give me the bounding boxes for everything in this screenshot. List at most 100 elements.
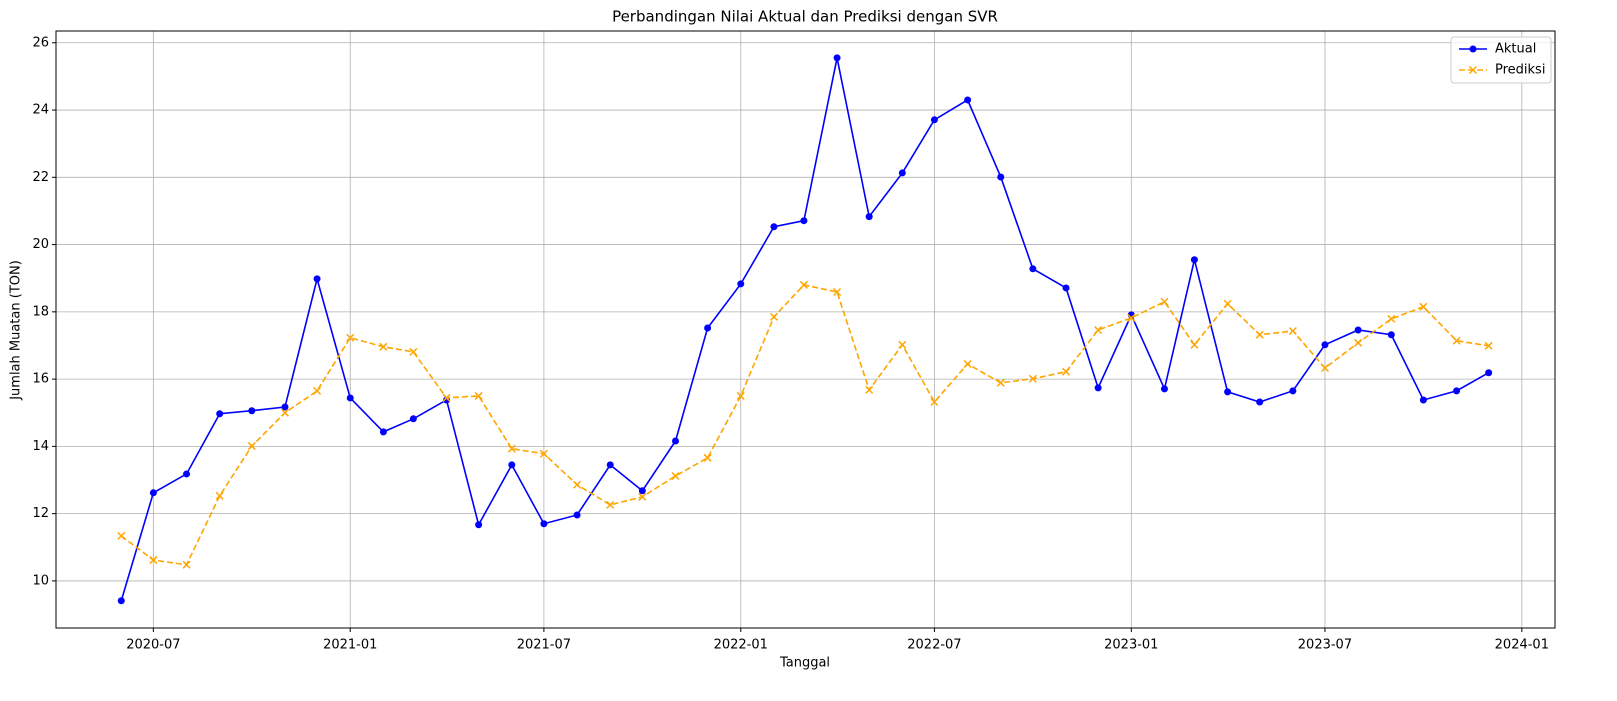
x-tick-label: 2022-01 — [714, 638, 768, 653]
data-point — [247, 442, 256, 451]
data-point — [215, 491, 224, 500]
data-point — [606, 461, 614, 469]
data-point — [736, 391, 745, 400]
data-point — [833, 54, 841, 62]
data-point — [1223, 299, 1232, 308]
data-point — [1484, 341, 1493, 350]
legend-marker — [1469, 45, 1477, 53]
data-point — [379, 428, 387, 436]
data-point — [1224, 388, 1232, 396]
data-point — [1321, 341, 1329, 349]
x-tick-label: 2023-07 — [1298, 638, 1352, 653]
data-point — [313, 386, 322, 395]
data-point — [313, 275, 321, 283]
data-point — [704, 324, 712, 332]
series-line — [120, 57, 1490, 601]
x-tick-label: 2020-07 — [126, 638, 180, 653]
y-tick-label: 18 — [32, 304, 49, 319]
data-point — [474, 391, 483, 400]
data-point — [799, 280, 808, 289]
data-point — [833, 287, 842, 297]
data-point — [149, 489, 157, 497]
data-point — [573, 480, 582, 489]
series-line — [120, 284, 1489, 566]
data-point — [281, 403, 289, 411]
data-point — [1419, 302, 1428, 311]
y-tick-label: 24 — [32, 103, 49, 118]
data-point — [183, 470, 191, 478]
data-point — [1387, 331, 1395, 339]
y-tick-label: 10 — [32, 573, 49, 588]
data-point — [671, 471, 680, 481]
data-point — [963, 359, 972, 369]
data-point — [1419, 396, 1427, 404]
data-point — [540, 520, 548, 528]
data-point — [1354, 338, 1363, 347]
legend-marker — [1468, 65, 1478, 75]
data-point — [769, 312, 778, 321]
data-point — [996, 378, 1005, 387]
data-point — [930, 116, 938, 124]
x-tick-label: 2023-01 — [1104, 638, 1158, 653]
data-point — [346, 333, 355, 342]
data-point — [280, 408, 289, 417]
data-point — [1387, 314, 1396, 323]
data-point — [1029, 265, 1037, 273]
data-point — [1453, 387, 1461, 395]
data-point — [507, 444, 516, 453]
data-point — [898, 340, 907, 349]
data-point — [638, 487, 646, 495]
y-tick-label: 26 — [32, 35, 49, 50]
data-point — [149, 556, 158, 565]
y-tick-label: 20 — [32, 237, 49, 252]
data-point — [1160, 297, 1169, 306]
data-point — [1127, 313, 1136, 322]
data-point — [573, 511, 581, 519]
data-point — [1094, 325, 1103, 335]
data-point — [1255, 330, 1264, 339]
data-point — [1062, 284, 1070, 292]
y-tick-label: 12 — [32, 506, 49, 521]
x-axis-label: Tanggal — [779, 656, 830, 671]
data-point — [770, 223, 778, 231]
data-point — [800, 217, 808, 225]
legend-label: Prediksi — [1495, 63, 1545, 78]
data-point — [379, 342, 388, 351]
data-point — [409, 347, 418, 356]
data-point — [182, 560, 191, 569]
data-point — [1320, 363, 1329, 373]
x-tick-label: 2021-07 — [517, 638, 571, 653]
data-point — [930, 397, 939, 407]
data-point — [898, 169, 906, 177]
legend: Aktual Prediksi — [1450, 36, 1552, 84]
data-point — [508, 461, 516, 469]
data-point — [638, 492, 647, 501]
data-point — [737, 280, 745, 288]
chart-title: Perbandingan Nilai Aktual dan Prediksi d… — [612, 8, 998, 26]
data-point — [409, 415, 417, 423]
data-point — [539, 449, 548, 458]
data-point — [216, 410, 224, 418]
data-point — [117, 531, 126, 540]
data-point — [1354, 326, 1362, 334]
plot-frame — [55, 30, 1556, 629]
data-point — [672, 437, 680, 445]
y-tick-label: 16 — [32, 372, 49, 387]
x-tick-label: 2022-07 — [907, 638, 961, 653]
data-point — [475, 521, 483, 529]
data-point — [865, 213, 873, 221]
data-point — [1288, 326, 1297, 336]
x-tick-label: 2024-01 — [1495, 638, 1549, 653]
data-point — [1190, 256, 1198, 264]
data-point — [1256, 398, 1264, 406]
data-point — [248, 407, 256, 415]
data-point — [1485, 369, 1493, 377]
data-point — [1452, 336, 1461, 345]
data-point — [1289, 387, 1297, 395]
data-point — [865, 385, 874, 394]
data-point — [1028, 374, 1037, 383]
data-point — [606, 500, 615, 509]
data-point — [997, 173, 1005, 181]
data-point — [442, 393, 451, 402]
data-point — [1160, 385, 1168, 393]
